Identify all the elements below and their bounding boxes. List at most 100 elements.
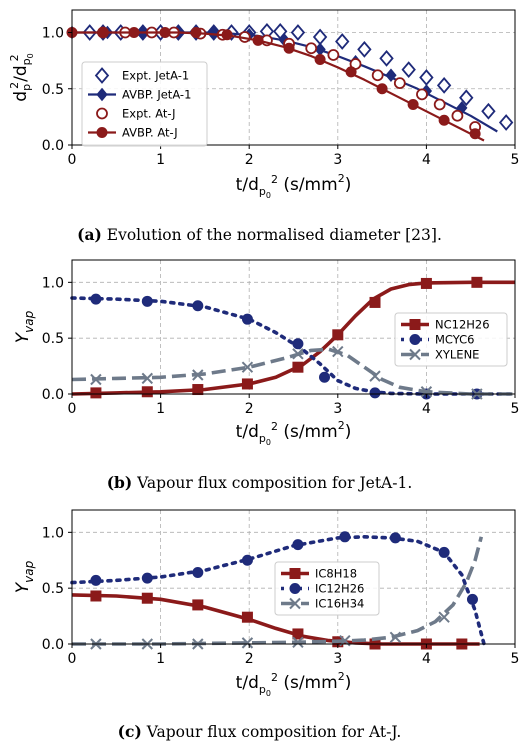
data-point — [141, 372, 154, 385]
legend-marker — [96, 127, 108, 138]
data-point — [335, 33, 350, 50]
data-point — [438, 546, 450, 558]
data-point — [241, 611, 253, 623]
data-point — [97, 27, 109, 38]
legend-marker — [409, 348, 421, 361]
data-point — [290, 24, 306, 41]
data-point — [389, 532, 401, 544]
y-tick-label: 1.0 — [42, 26, 64, 42]
x-tick-label: 4 — [422, 401, 431, 417]
figure-caption: (b) Vapour flux composition for JetA-1. — [107, 473, 413, 492]
data-point — [292, 539, 304, 551]
data-point — [332, 329, 344, 341]
data-point — [393, 77, 406, 90]
data-point — [420, 277, 432, 289]
data-point — [221, 29, 233, 41]
data-point — [466, 593, 478, 605]
data-point — [419, 69, 434, 86]
legend-marker — [96, 87, 108, 102]
data-point — [401, 61, 416, 79]
data-point — [369, 296, 381, 308]
data-point — [416, 88, 428, 101]
data-point — [407, 99, 419, 110]
y-tick-label: 0.0 — [42, 387, 64, 403]
legend-marker — [289, 583, 301, 594]
data-point — [371, 69, 384, 82]
legend-label: NC12H26 — [435, 318, 490, 332]
x-tick-label: 4 — [422, 651, 431, 667]
plot-frame — [71, 509, 516, 645]
x-tick-label: 2 — [245, 401, 254, 417]
y-tick-label: 0.0 — [42, 637, 64, 653]
data-point — [252, 34, 264, 46]
data-point — [90, 590, 102, 602]
legend-label: AVBP. At-J — [122, 126, 178, 140]
legend-box — [81, 61, 208, 147]
data-point — [345, 66, 357, 78]
data-point — [273, 22, 288, 40]
y-axis-label: dp2/dp02 — [8, 53, 35, 101]
legend-marker — [409, 334, 421, 345]
data-point — [90, 574, 102, 586]
data-point — [192, 300, 204, 312]
figure-caption: (a) Evolution of the normalised diameter… — [77, 225, 442, 244]
series-line — [71, 280, 515, 396]
y-axis-label: Yvap — [13, 560, 36, 593]
data-point — [190, 27, 202, 38]
data-point — [292, 348, 304, 360]
data-point — [376, 83, 388, 95]
data-point — [389, 631, 402, 644]
series-xylene — [71, 345, 515, 400]
data-point — [241, 361, 254, 373]
legend-marker — [289, 568, 301, 579]
chart-panel-c: 0 1 2 3 4 50.00.51.0t/dp02 (s/mm2)Yvap IC8H18I… — [13, 509, 519, 741]
legend-marker — [94, 67, 110, 84]
legend-label: Expt. At-J — [122, 107, 176, 121]
data-point — [241, 554, 253, 566]
legend-label: XYLENE — [435, 348, 479, 362]
data-point — [241, 637, 254, 649]
data-point — [141, 295, 153, 307]
legend-marker — [289, 597, 301, 610]
data-point — [241, 313, 253, 325]
data-point — [192, 369, 204, 381]
data-point — [498, 114, 514, 131]
x-tick-label: 1 — [156, 401, 165, 417]
x-tick-label: 2 — [245, 152, 254, 168]
data-point — [192, 384, 204, 396]
y-tick-label: 0.5 — [42, 581, 64, 597]
y-tick-label: 0.0 — [42, 138, 64, 154]
series-line — [71, 347, 515, 396]
data-point — [283, 42, 295, 54]
x-tick-label: 1 — [156, 152, 165, 168]
data-point — [292, 636, 304, 649]
data-point — [319, 371, 331, 383]
data-point — [305, 42, 318, 55]
x-tick-label: 3 — [333, 152, 342, 168]
data-point — [292, 338, 304, 350]
data-point — [459, 89, 474, 107]
legend: Expt. JetA-1 AVBP. JetA-1 Expt. At-J AVBP. … — [81, 61, 208, 147]
x-tick-label: 0 — [68, 401, 77, 417]
x-axis-label: t/dp02 (s/mm2) — [236, 670, 352, 698]
data-point — [436, 76, 452, 94]
data-point — [379, 49, 394, 67]
data-point — [128, 27, 140, 38]
x-tick-label: 3 — [333, 651, 342, 667]
plot-frame — [71, 9, 516, 146]
x-tick-label: 1 — [156, 651, 165, 667]
data-point — [292, 628, 304, 640]
data-point — [159, 27, 171, 38]
legend-label: AVBP. JetA-1 — [122, 88, 191, 102]
series-nc12h26 — [71, 276, 515, 399]
x-tick-label: 5 — [511, 401, 519, 417]
data-point — [369, 387, 381, 399]
legend-marker — [96, 107, 108, 120]
y-tick-label: 1.0 — [42, 275, 64, 291]
x-tick-label: 0 — [68, 651, 77, 667]
y-tick-label: 0.5 — [42, 82, 64, 98]
data-point — [241, 378, 253, 390]
